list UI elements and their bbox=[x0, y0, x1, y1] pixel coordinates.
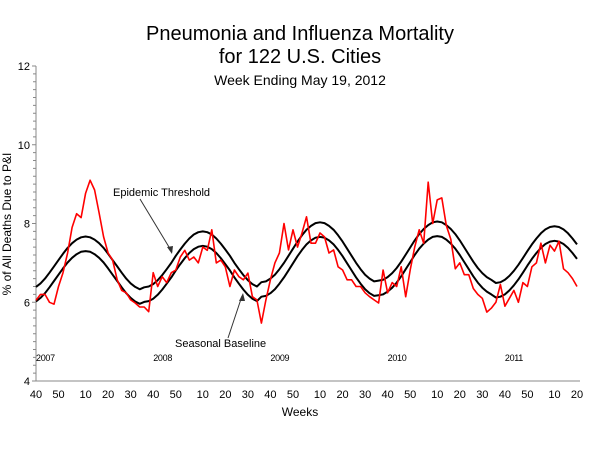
year-label: 2008 bbox=[153, 353, 172, 363]
x-tick-label: 10 bbox=[548, 389, 560, 401]
x-tick-label: 20 bbox=[102, 389, 114, 401]
arrowhead-icon bbox=[239, 293, 245, 301]
year-label: 2007 bbox=[36, 353, 55, 363]
arrowhead-icon bbox=[167, 246, 173, 254]
annotations: Epidemic Threshold Seasonal Baseline bbox=[113, 187, 266, 350]
y-tick-label: 10 bbox=[18, 140, 30, 152]
x-tick-label: 40 bbox=[264, 389, 276, 401]
year-label: 2011 bbox=[505, 353, 523, 363]
x-tick-label: 10 bbox=[431, 389, 443, 401]
plot-area bbox=[35, 179, 578, 324]
y-axis-label: % of All Deaths Due to P&I bbox=[0, 153, 14, 296]
x-tick-label: 30 bbox=[242, 389, 254, 401]
x-tick-label: 30 bbox=[125, 389, 137, 401]
seasonal-baseline-line bbox=[35, 235, 578, 305]
year-label: 2009 bbox=[270, 353, 289, 363]
x-tick-label: 40 bbox=[382, 389, 394, 401]
axes: 4 6 8 10 12 40 50 10 20 30 40 50 10 20 30 40 50 10 20 30 40 5… bbox=[18, 61, 583, 401]
chart-subtitle: Week Ending May 19, 2012 bbox=[214, 72, 386, 88]
epidemic-threshold-annotation: Epidemic Threshold bbox=[113, 187, 210, 199]
x-tick-label: 10 bbox=[79, 389, 91, 401]
x-tick-label: 20 bbox=[219, 389, 231, 401]
x-axis-label: Weeks bbox=[282, 405, 318, 419]
x-tick-label: 30 bbox=[476, 389, 488, 401]
pi-mortality-line bbox=[35, 179, 578, 324]
chart-title: Pneumonia and Influenza Mortality bbox=[146, 23, 454, 45]
y-tick-label: 12 bbox=[18, 61, 30, 73]
epidemic-threshold-arrow bbox=[139, 198, 173, 253]
x-tick-label: 50 bbox=[287, 389, 299, 401]
x-tick-label: 50 bbox=[170, 389, 182, 401]
x-tick-label: 10 bbox=[314, 389, 326, 401]
x-tick-label: 20 bbox=[454, 389, 466, 401]
x-tick-label: 20 bbox=[571, 389, 583, 401]
x-tick-label: 50 bbox=[52, 389, 64, 401]
x-tick-label: 50 bbox=[404, 389, 416, 401]
chart-title-line2: for 122 U.S. Cities bbox=[219, 46, 381, 68]
x-tick-label: 10 bbox=[197, 389, 209, 401]
x-tick-label: 50 bbox=[521, 389, 533, 401]
x-tick-label: 40 bbox=[499, 389, 511, 401]
seasonal-baseline-annotation: Seasonal Baseline bbox=[175, 338, 266, 350]
epidemic-threshold-line bbox=[35, 220, 578, 291]
y-tick-label: 6 bbox=[24, 297, 30, 309]
x-tick-label: 20 bbox=[336, 389, 348, 401]
y-tick-label: 4 bbox=[24, 376, 30, 388]
x-tick-label: 40 bbox=[30, 389, 42, 401]
y-tick-label: 8 bbox=[24, 219, 30, 231]
x-tick-label: 40 bbox=[147, 389, 159, 401]
x-tick-label: 30 bbox=[359, 389, 371, 401]
year-label: 2010 bbox=[388, 353, 407, 363]
seasonal-baseline-arrow bbox=[227, 295, 243, 339]
